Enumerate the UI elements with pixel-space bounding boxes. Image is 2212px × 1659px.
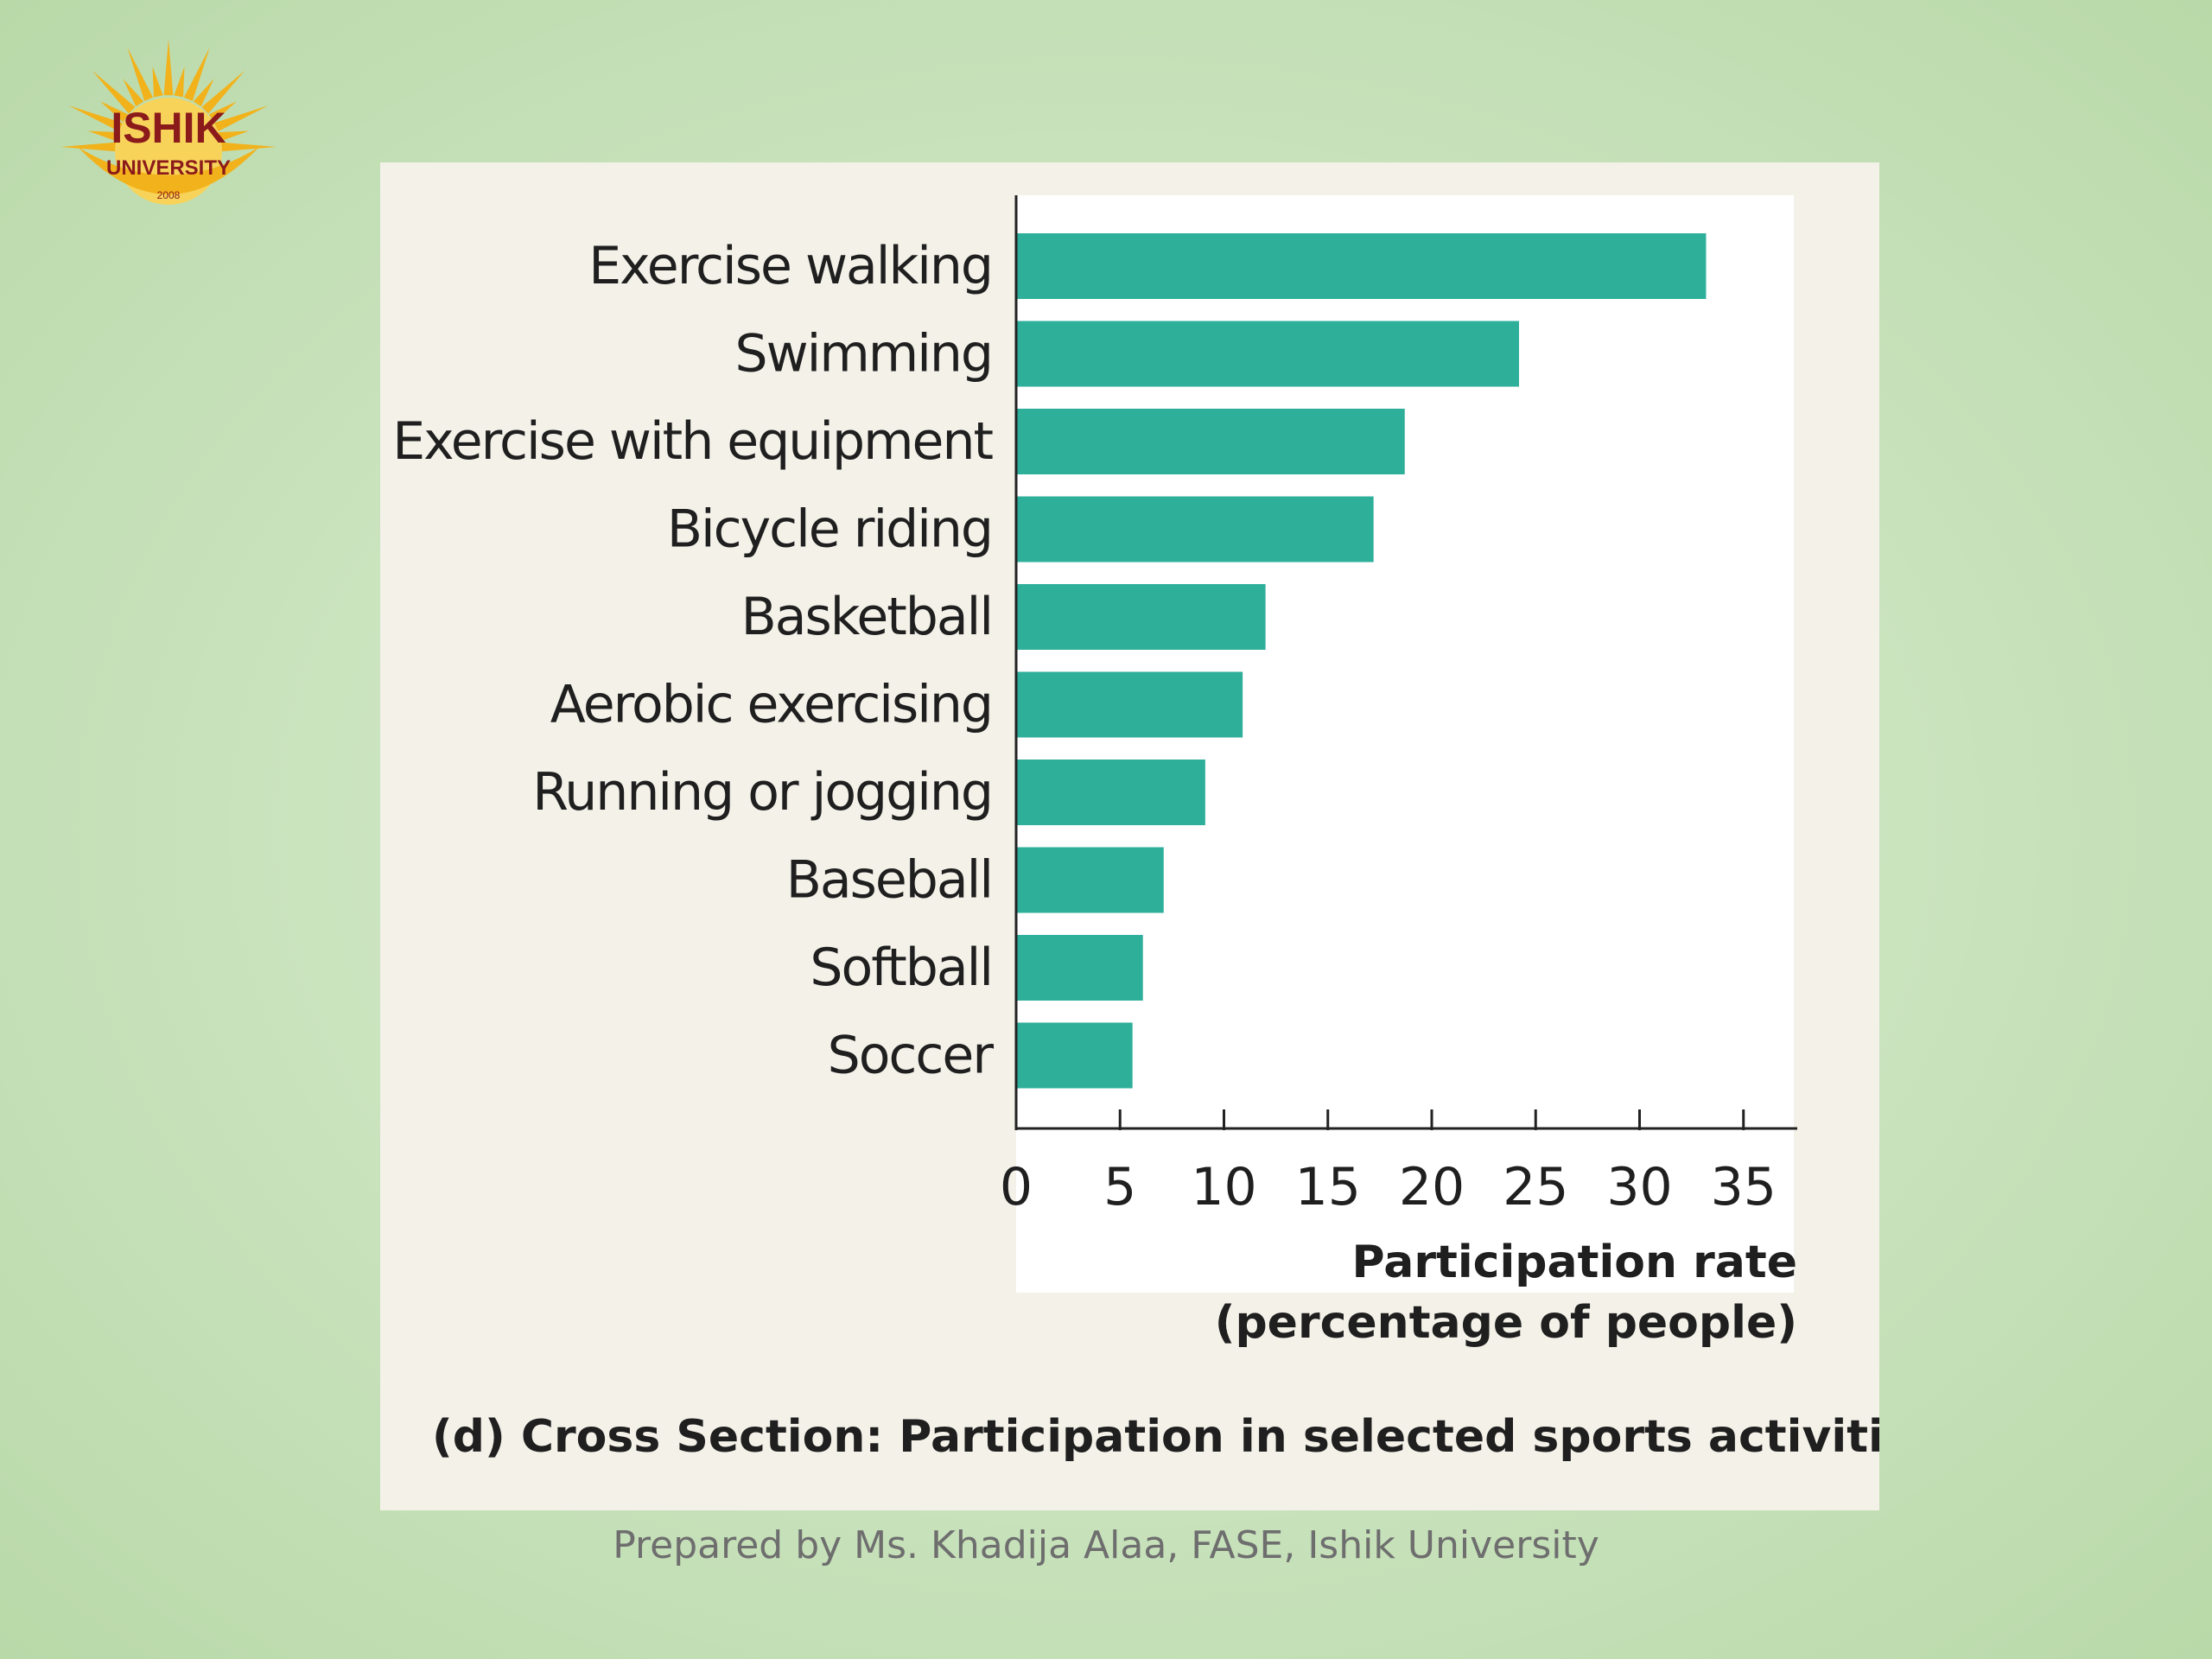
category-label: Baseball: [786, 850, 992, 911]
sun-ray: [214, 105, 269, 132]
x-ticks: 0 5 10 15 20 25 30 35: [1000, 1109, 1777, 1217]
x-axis-title-line2: (percentage of people): [1215, 1297, 1797, 1349]
sun-ray: [174, 66, 185, 98]
bar-bicycle-riding: [1016, 496, 1374, 563]
logo-line2: UNIVERSITY: [106, 156, 231, 180]
category-label: Running or jogging: [532, 762, 992, 823]
sun-ray: [201, 70, 245, 114]
category-labels: Exercise walking Swimming Exercise with eq…: [392, 236, 995, 1086]
x-tick-label: 10: [1191, 1157, 1256, 1217]
sun-ray: [92, 70, 136, 114]
axes-group: [1014, 195, 1797, 1130]
sun-ray: [123, 79, 144, 107]
sun-ray: [183, 47, 210, 101]
x-tick-label: 0: [1000, 1157, 1033, 1217]
x-tick-label: 25: [1503, 1157, 1568, 1217]
bar-soccer: [1016, 1022, 1133, 1089]
chart-panel: Exercise walking Swimming Exercise with eq…: [380, 162, 1879, 1510]
sun-ray: [193, 79, 214, 107]
sun-ray: [100, 101, 129, 123]
bar-softball: [1016, 935, 1143, 1001]
sun-ray: [218, 130, 250, 142]
x-tick-label: 35: [1711, 1157, 1777, 1217]
sun-ray: [68, 105, 123, 132]
footer-credit: Prepared by Ms. Khadija Alaa, FASE, Ishi…: [613, 1523, 1599, 1567]
category-label: Soccer: [828, 1026, 995, 1086]
category-label: Basketball: [741, 587, 992, 647]
category-label: Exercise with equipment: [392, 411, 993, 472]
sun-ray: [152, 66, 163, 98]
sun-ray: [208, 101, 237, 123]
sun-ray: [163, 39, 174, 96]
category-label: Swimming: [734, 324, 992, 385]
x-tick-label: 20: [1399, 1157, 1465, 1217]
category-label: Aerobic exercising: [550, 675, 992, 735]
bar-exercise-walking: [1016, 233, 1707, 299]
category-label: Softball: [810, 938, 992, 998]
x-tick-label: 15: [1295, 1157, 1361, 1217]
bar-basketball: [1016, 584, 1266, 650]
x-tick-label: 5: [1103, 1157, 1136, 1217]
sun-ray: [127, 47, 154, 101]
x-axis-title-line1: Participation rate: [1352, 1236, 1797, 1288]
bar-chart: Exercise walking Swimming Exercise with eq…: [392, 195, 1879, 1463]
logo-line3: 2008: [157, 189, 181, 201]
sun-ray: [87, 130, 119, 142]
sun-ray: [219, 142, 276, 152]
sun-ray: [60, 142, 118, 152]
logo-swoosh: [78, 147, 259, 194]
category-label: Exercise walking: [588, 236, 992, 296]
bar-exercise-with-equipment: [1016, 409, 1405, 474]
bars-group: [1016, 233, 1707, 1089]
bar-baseball: [1016, 847, 1164, 913]
ishik-university-logo: ISHIK UNIVERSITY 2008: [26, 26, 311, 251]
logo-line1: ISHIK: [111, 104, 226, 152]
chart-caption: (d) Cross Section: Participation in sele…: [432, 1411, 1879, 1463]
bar-aerobic-exercising: [1016, 671, 1243, 738]
x-tick-label: 30: [1606, 1157, 1672, 1217]
category-label: Bicycle riding: [667, 499, 992, 560]
bar-swimming: [1016, 321, 1520, 387]
bar-running-or-jogging: [1016, 760, 1205, 825]
